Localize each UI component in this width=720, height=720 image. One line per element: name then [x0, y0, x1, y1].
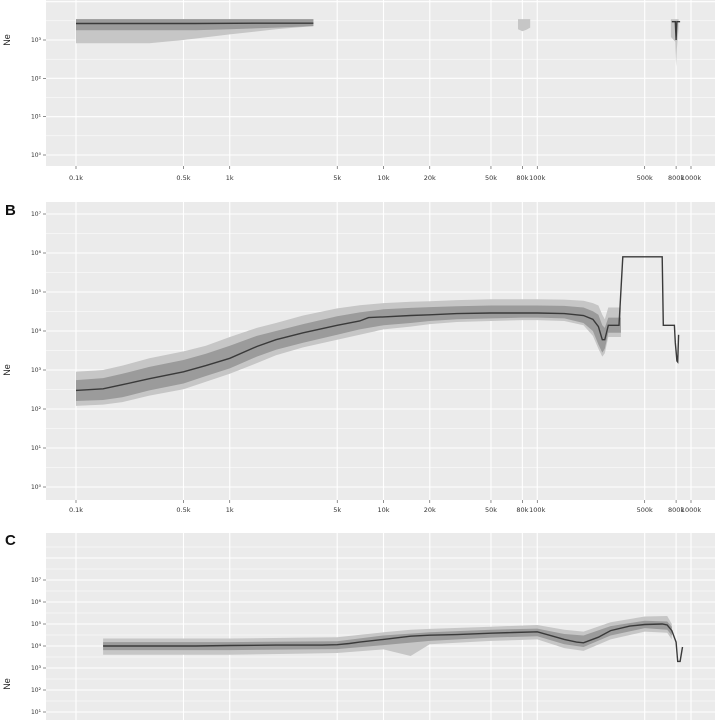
confidence-band — [518, 19, 531, 32]
x-tick-label: 500k — [637, 506, 653, 514]
panel-c: 10¹ 10² 10³ 10⁴ 10⁵ 10⁶ 10⁷ C Ne — [2, 532, 715, 720]
x-tick-label: 20k — [424, 506, 436, 514]
x-tick-label: 800k — [668, 506, 684, 514]
panel-b-gridlines — [46, 202, 715, 500]
y-tick-label: 10¹ — [31, 709, 42, 716]
panel-b-y-axis-label: Ne — [2, 364, 12, 376]
y-tick-label: 10² — [31, 75, 42, 82]
y-tick-label: 10⁵ — [31, 289, 42, 296]
panel-c-y-axis-label: Ne — [2, 678, 12, 690]
panel-b: 10⁰ 10¹ 10² 10³ 10⁴ 10⁵ 10⁶ 10⁷ 0.1k 0.5k 1k 5k 10k… — [2, 202, 715, 514]
y-tick-label: 10³ — [31, 37, 42, 44]
x-tick-label: 80k — [516, 506, 528, 514]
x-tick-label: 50k — [485, 174, 497, 182]
panel-a-x-ticks: 0.1k 0.5k 1k 5k 10k 20k 50k 80k 100k 500k 800k1000… — [69, 166, 701, 182]
y-tick-label: 10¹ — [31, 114, 42, 121]
panel-a-y-axis-label: Ne — [2, 34, 12, 46]
x-tick-label: 80k — [516, 174, 528, 182]
x-tick-label: 0.1k — [69, 506, 83, 514]
y-tick-label: 10⁰ — [31, 152, 42, 159]
x-tick-label: 500k — [637, 174, 653, 182]
y-tick-label: 10⁰ — [31, 484, 42, 491]
x-tick-label: 50k — [485, 506, 497, 514]
panel-b-confidence-bands — [76, 299, 621, 406]
y-tick-label: 10⁶ — [31, 250, 42, 257]
median-line — [75, 256, 680, 392]
x-tick-label: 1k — [226, 174, 234, 182]
panel-b-median-lines — [75, 256, 680, 392]
x-tick-label: 0.1k — [69, 174, 83, 182]
x-tick-label: 20k — [424, 174, 436, 182]
y-tick-label: 10⁵ — [31, 621, 42, 628]
confidence-band — [76, 299, 621, 406]
y-tick-label: 10⁶ — [31, 599, 42, 606]
y-tick-label: 10² — [31, 687, 42, 694]
panel-b-letter: B — [5, 202, 16, 219]
x-tick-label: 5k — [333, 506, 341, 514]
y-tick-label: 10⁴ — [31, 328, 42, 335]
panel-b-plot-background — [46, 202, 715, 500]
panel-c-y-ticks: 10¹ 10² 10³ 10⁴ 10⁵ 10⁶ 10⁷ — [31, 577, 46, 716]
panel-a-y-ticks: 10⁰ 10¹ 10² 10³ — [31, 37, 46, 159]
x-tick-label: 100k — [529, 174, 545, 182]
x-tick-label: 0.5k — [176, 174, 190, 182]
x-tick-label: 1k — [226, 506, 234, 514]
panel-c-gridlines — [46, 533, 715, 720]
y-tick-label: 10⁷ — [31, 577, 42, 584]
y-tick-label: 10¹ — [31, 445, 42, 452]
x-tick-label: 10k — [377, 506, 389, 514]
median-line — [671, 21, 681, 41]
panel-a-median-lines — [76, 21, 681, 41]
confidence-band — [103, 620, 672, 651]
x-tick-label: 800k — [668, 174, 684, 182]
panel-c-median-lines — [103, 623, 684, 663]
x-tick-label: 5k — [333, 174, 341, 182]
confidence-band — [76, 305, 621, 401]
x-tick-label: 100k — [529, 506, 545, 514]
panel-a-gridlines — [46, 0, 715, 166]
y-tick-label: 10³ — [31, 665, 42, 672]
x-tick-label: 1000k — [681, 506, 702, 514]
y-tick-label: 10⁴ — [31, 643, 42, 650]
y-tick-label: 10³ — [31, 367, 42, 374]
x-tick-label: 10k — [377, 174, 389, 182]
y-tick-label: 10⁷ — [31, 211, 42, 218]
confidence-band — [76, 19, 314, 31]
panel-b-x-ticks: 0.1k 0.5k 1k 5k 10k 20k 50k 80k 100k 500k 800k1000… — [69, 500, 701, 514]
x-tick-label: 0.5k — [176, 506, 190, 514]
x-tick-label: 1000k — [681, 174, 702, 182]
panel-c-letter: C — [5, 532, 16, 549]
panel-b-y-ticks: 10⁰ 10¹ 10² 10³ 10⁴ 10⁵ 10⁶ 10⁷ — [31, 211, 46, 491]
y-tick-label: 10² — [31, 406, 42, 413]
median-line — [103, 623, 684, 663]
